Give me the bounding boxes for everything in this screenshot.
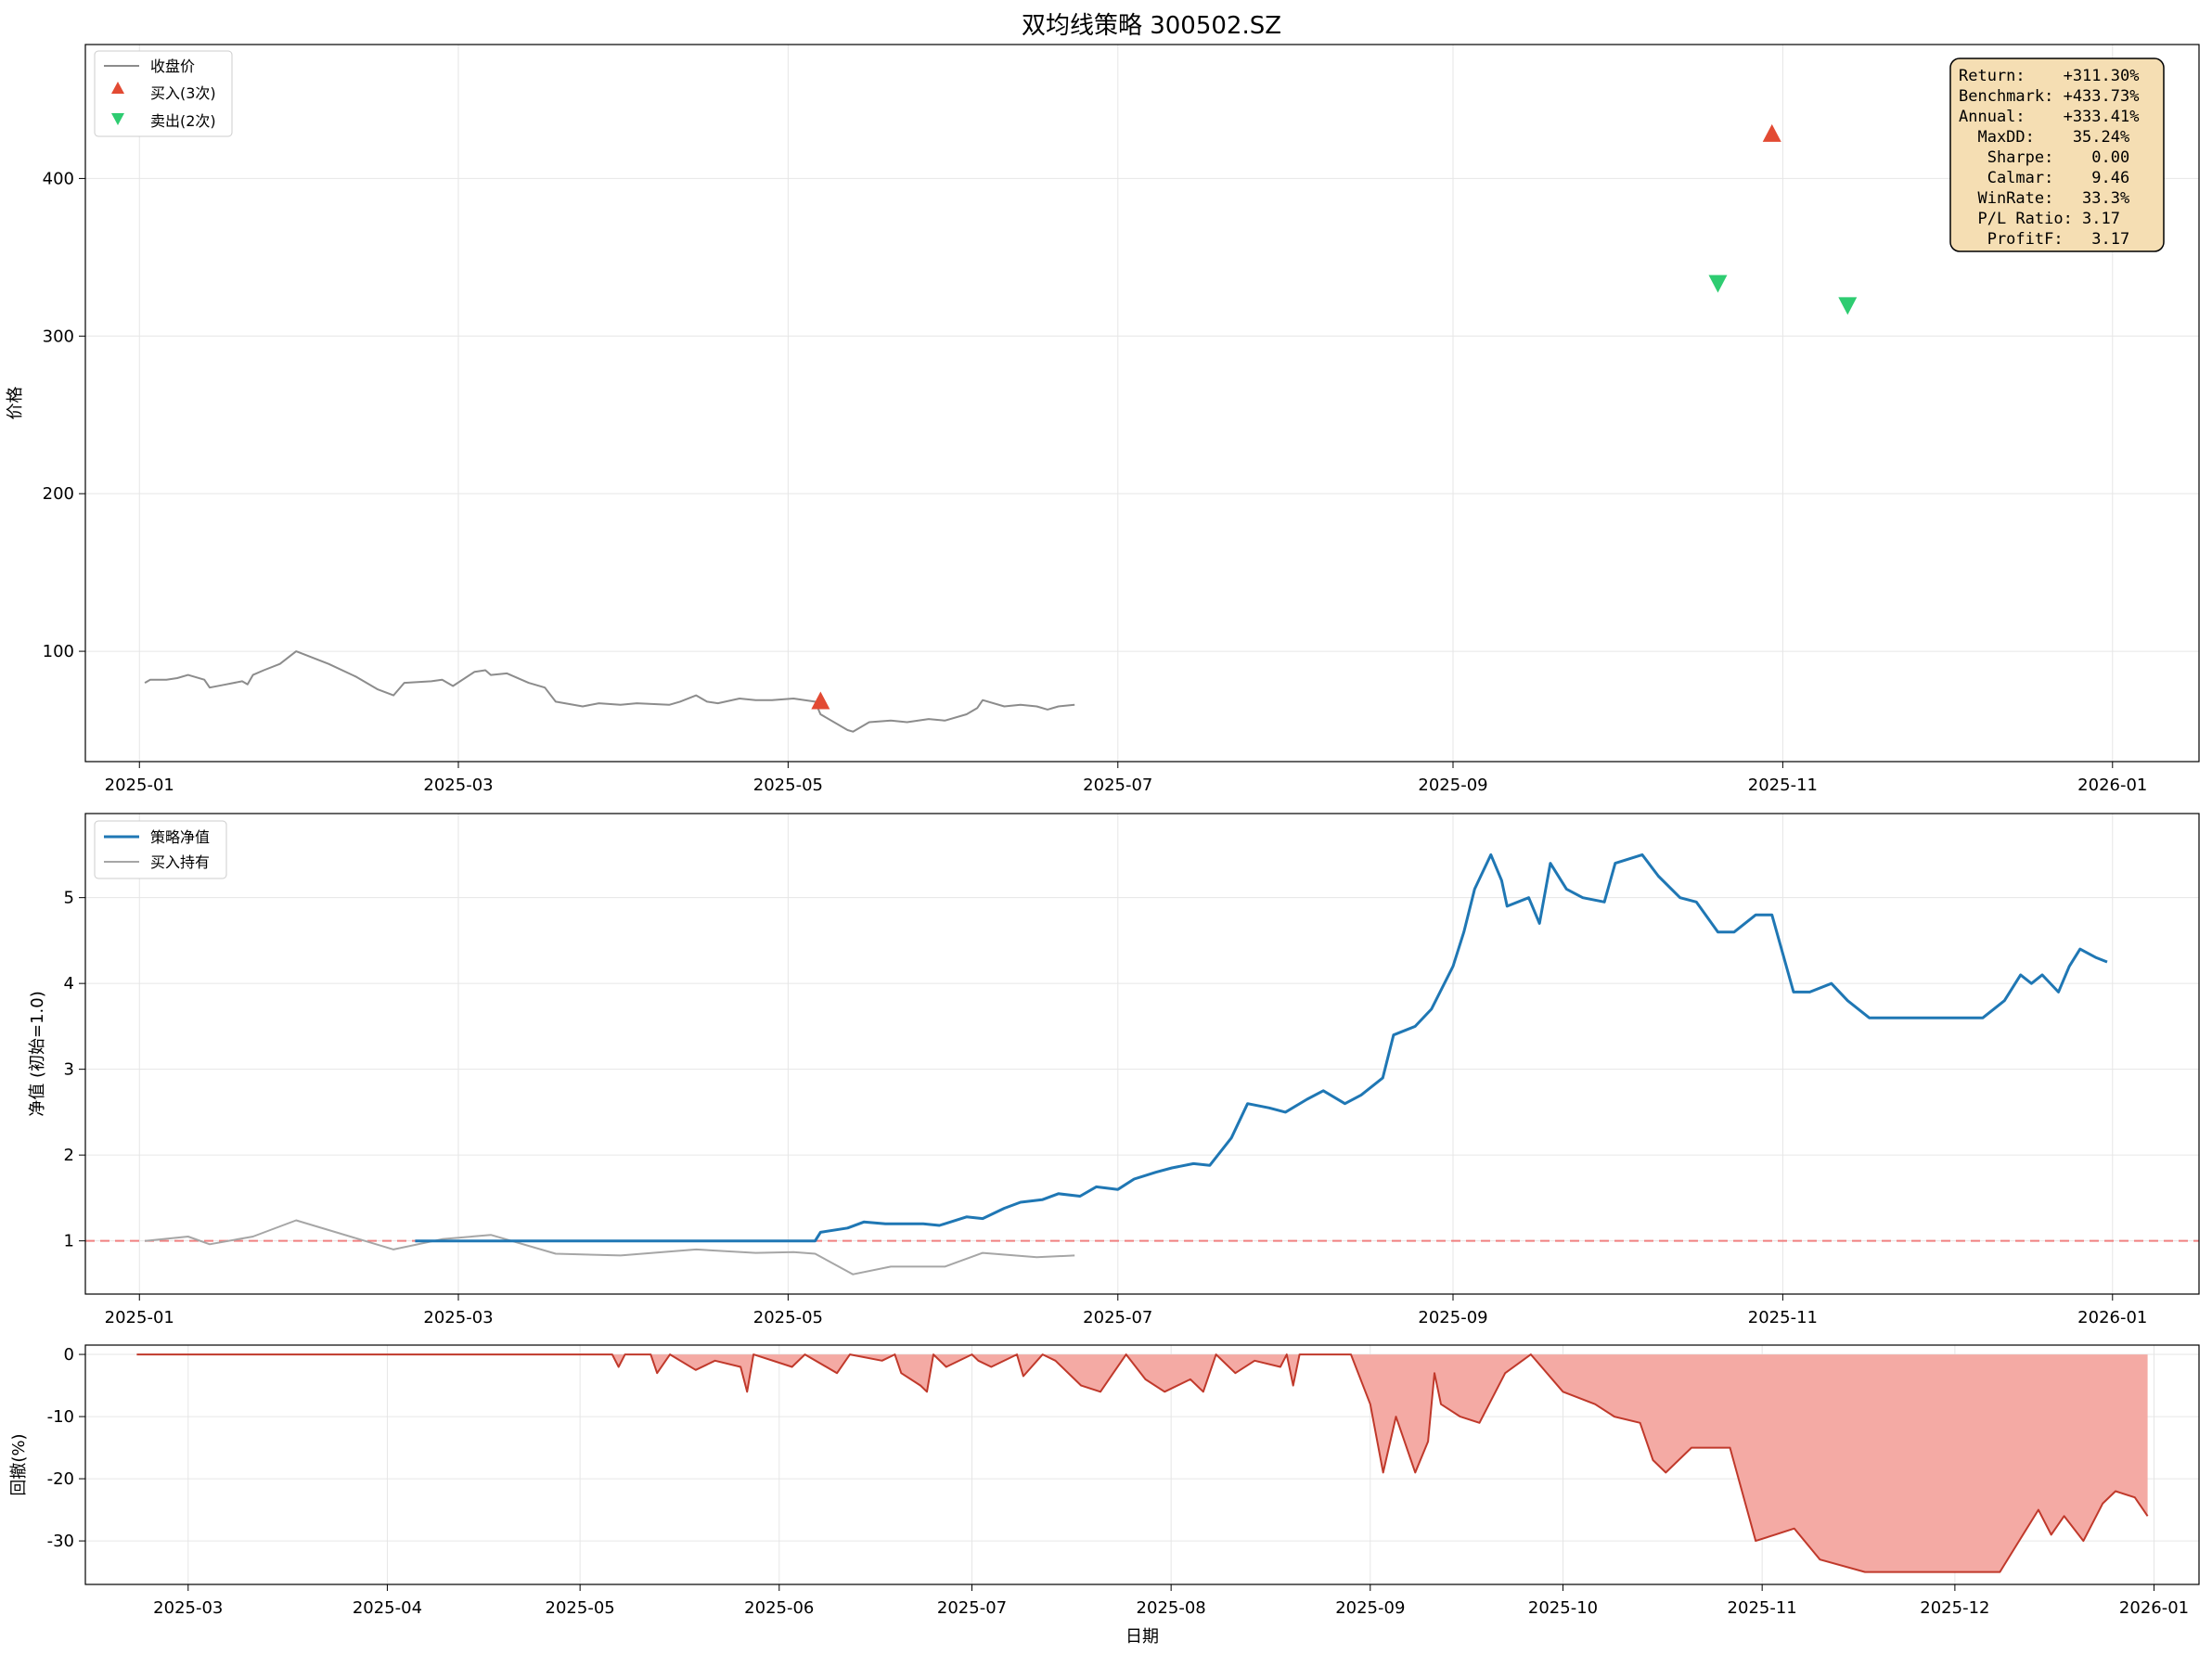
buy-marker: [811, 691, 830, 710]
strategy-line: [415, 853, 2108, 1243]
stat-profitf: ProfitF: 3.17: [1959, 230, 2129, 249]
stat-maxdd: MaxDD: 35.24%: [1959, 128, 2129, 147]
nav-frame: [84, 813, 2200, 1295]
nav-xtick-label: 2025-01: [105, 1308, 174, 1327]
legend-strategy-label: 策略净值: [150, 828, 210, 846]
stats-box: Return: +311.30% Benchmark: +433.73% Ann…: [1949, 58, 2165, 252]
drawdown-area: [136, 1354, 2148, 1572]
stat-pl-ratio: P/L Ratio: 3.17: [1959, 210, 2120, 228]
nav-ytick-label: 2: [64, 1146, 74, 1165]
buy-marker: [1762, 123, 1781, 142]
stat-calmar: Calmar: 9.46: [1959, 169, 2129, 187]
stat-annual: Annual: +333.41%: [1959, 108, 2139, 126]
nav-ytick-label: 5: [64, 889, 74, 908]
figure-title: 双均线策略 300502.SZ: [1022, 12, 1281, 40]
price-xtick-label: 2026-01: [2077, 776, 2147, 795]
legend-sell-icon: [111, 113, 124, 125]
dd-xlabel: 日期: [1125, 1627, 1159, 1647]
drawdown-line: [136, 1353, 2149, 1573]
dd-xtick-label: 2025-07: [937, 1598, 1007, 1618]
stat-benchmark: Benchmark: +433.73%: [1959, 87, 2139, 106]
nav-ytick-label: 4: [64, 974, 74, 994]
dd-xtick-label: 2025-06: [744, 1598, 814, 1618]
dd-ytick-label: 0: [64, 1345, 74, 1365]
price-xtick-label: 2025-05: [753, 776, 823, 795]
dd-ytick-label: -20: [47, 1469, 74, 1489]
nav-ylabel: 净值 (初始=1.0): [28, 991, 47, 1116]
price-ytick-label: 200: [43, 484, 74, 504]
benchmark-line: [144, 1219, 1075, 1276]
price-xtick-label: 2025-07: [1083, 776, 1152, 795]
price-frame: [84, 44, 2200, 763]
legend-buy-label: 买入(3次): [150, 84, 216, 102]
price-xtick-label: 2025-11: [1748, 776, 1818, 795]
dd-ytick-label: -30: [47, 1532, 74, 1551]
nav-panel: 2025-01 2025-03 2025-05 2025-07 2025-09 2025-…: [28, 813, 2200, 1327]
nav-xtick-label: 2026-01: [2077, 1308, 2147, 1327]
price-ytick-label: 400: [43, 169, 74, 188]
price-ytick-label: 300: [43, 327, 74, 346]
dd-xtick-label: 2025-09: [1335, 1598, 1405, 1618]
nav-xtick-label: 2025-07: [1083, 1308, 1152, 1327]
dd-xtick-label: 2025-05: [546, 1598, 615, 1618]
legend-sell-label: 卖出(2次): [150, 112, 216, 130]
dd-xtick-label: 2026-01: [2119, 1598, 2189, 1618]
stat-winrate: WinRate: 33.3%: [1959, 189, 2129, 208]
nav-legend: 策略净值 买入持有: [94, 820, 227, 879]
nav-ytick-label: 3: [64, 1060, 74, 1080]
price-ylabel: 价格: [6, 387, 25, 420]
nav-xtick-label: 2025-05: [753, 1308, 823, 1327]
dd-xtick-label: 2025-11: [1728, 1598, 1797, 1618]
dd-xtick-label: 2025-03: [153, 1598, 223, 1618]
legend-price-label: 收盘价: [150, 58, 195, 75]
sell-marker: [1838, 297, 1858, 315]
dd-xtick-label: 2025-12: [1920, 1598, 1989, 1618]
dd-xtick-label: 2025-10: [1528, 1598, 1598, 1618]
sell-marker: [1708, 275, 1728, 293]
dd-ytick-label: -10: [47, 1407, 74, 1427]
price-xtick-label: 2025-01: [105, 776, 174, 795]
price-panel: 2025-01 2025-03 2025-05 2025-07 2025-09 2025-…: [6, 44, 2200, 795]
stats-box-frame: [1949, 58, 2165, 252]
price-xtick-label: 2025-09: [1418, 776, 1487, 795]
nav-xtick-label: 2025-03: [423, 1308, 493, 1327]
price-xtick-label: 2025-03: [423, 776, 493, 795]
nav-xtick-label: 2025-09: [1418, 1308, 1487, 1327]
stat-return: Return: +311.30%: [1959, 67, 2139, 85]
dd-xtick-label: 2025-08: [1137, 1598, 1206, 1618]
price-ytick-label: 100: [43, 642, 74, 661]
dd-xtick-label: 2025-04: [353, 1598, 422, 1618]
dd-ylabel: 回撤(%): [9, 1433, 29, 1495]
price-line: [144, 650, 1075, 733]
nav-xtick-label: 2025-11: [1748, 1308, 1818, 1327]
dd-frame: [84, 1344, 2200, 1585]
price-legend: 收盘价 买入(3次) 卖出(2次): [94, 50, 233, 137]
price-legend-frame: [94, 50, 233, 137]
stat-sharpe: Sharpe: 0.00: [1959, 148, 2129, 167]
nav-ytick-label: 1: [64, 1232, 74, 1251]
legend-buy-icon: [111, 82, 124, 94]
drawdown-panel: 2025-03 2025-04 2025-05 2025-06 2025-07 2025-…: [9, 1344, 2200, 1647]
legend-benchmark-label: 买入持有: [150, 853, 210, 871]
